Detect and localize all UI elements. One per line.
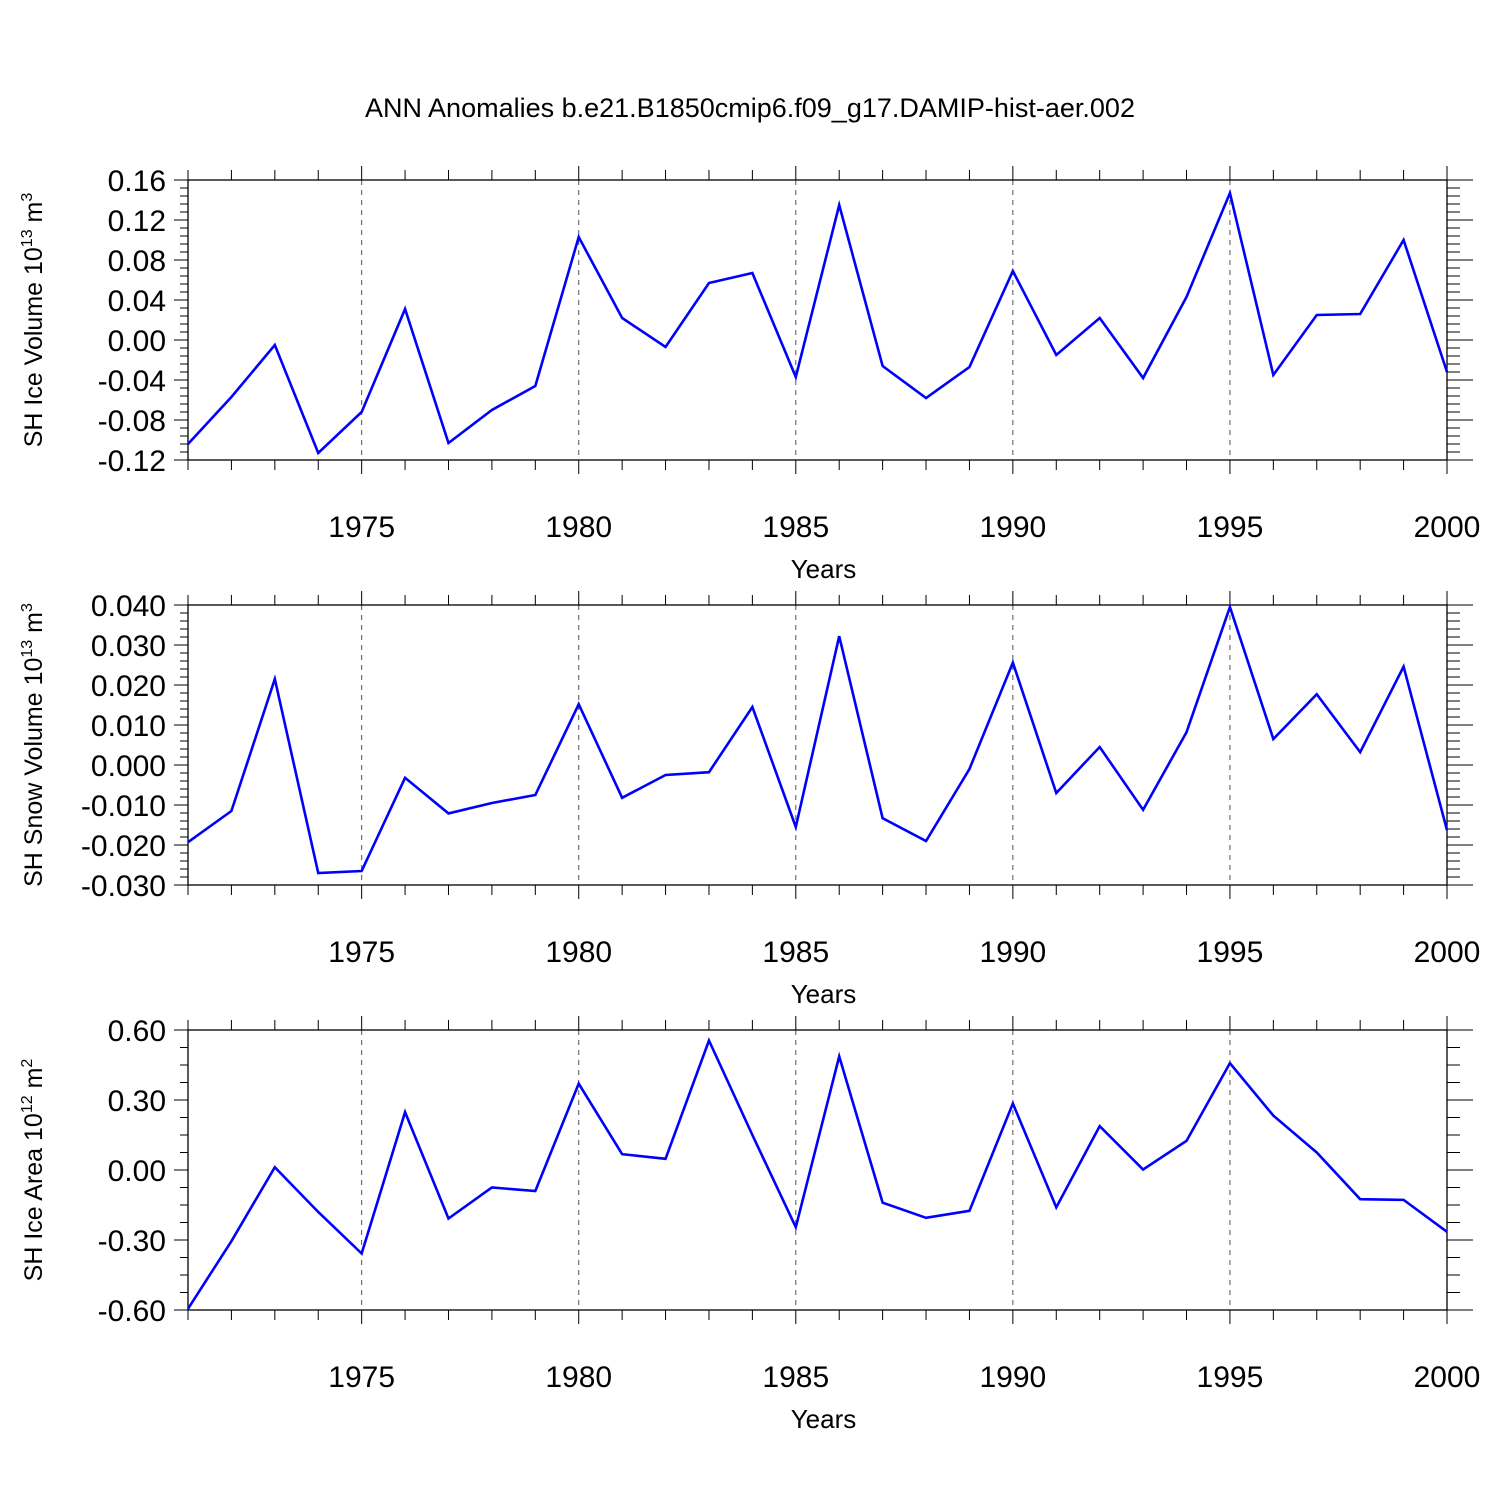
y-axis-label: SH Ice Volume 1013 m3 [19,193,48,448]
y-axis-label-unit: m [20,1068,48,1096]
y-tick-label: 0.04 [108,285,166,318]
x-tick-label: 1985 [762,936,829,969]
y-tick-label: -0.010 [81,790,166,823]
y-tick-label: 0.00 [108,1155,166,1188]
y-tick-label: -0.60 [98,1295,166,1328]
y-axis-label-main: SH Ice Area 10 [20,1113,48,1281]
y-tick-label: -0.30 [98,1225,166,1258]
x-tick-label: 1990 [979,511,1046,544]
y-tick-label: 0.16 [108,165,166,198]
x-tick-label: 2000 [1414,1361,1481,1394]
y-tick-label: -0.030 [81,870,166,903]
x-tick-label: 1990 [979,936,1046,969]
x-axis-label: Years [791,1404,857,1434]
y-axis-label-exponent: 12 [19,1095,36,1113]
y-tick-label: 0.60 [108,1015,166,1048]
series-line [187,602,1449,875]
y-axis-label-exponent: 13 [19,229,36,247]
x-tick-label: 2000 [1414,936,1481,969]
y-tick-label: -0.12 [98,445,166,478]
y-tick-label: 0.00 [108,325,166,358]
y-tick-label: 0.030 [91,630,166,663]
y-axis-label-exponent: 13 [19,640,36,658]
panel-1: 1975 1980 1985 1990 1995 2000 Years -0.12 -0.08 -… [19,165,1480,584]
y-axis-label-main: SH Ice Volume 10 [20,247,48,447]
x-tick-label: 1975 [328,1361,395,1394]
series-line [186,1037,1448,1310]
x-tick-label: 1975 [328,511,395,544]
x-axis-label: Years [791,554,857,584]
y-axis-label: SH Ice Area 1012 m2 [19,1059,48,1282]
panels-group: 1975 1980 1985 1990 1995 2000 Years -0.12 -0.08 -… [19,165,1480,1434]
panel-2: 1975 1980 1985 1990 1995 2000 Years -0.030 -0.02… [19,590,1480,1009]
y-tick-label: 0.010 [91,710,166,743]
x-axis-label: Years [791,979,857,1009]
x-tick-label: 1995 [1197,936,1264,969]
y-axis-label-unit-exponent: 2 [19,1059,36,1068]
y-tick-label: -0.04 [98,365,166,398]
figure-title: ANN Anomalies b.e21.B1850cmip6.f09_g17.D… [365,93,1135,123]
y-tick-label: 0.12 [108,205,166,238]
y-axis-label-unit: m [20,202,48,230]
y-axis-label-unit: m [20,612,48,640]
x-tick-label: 1980 [545,1361,612,1394]
x-tick-label: 1980 [545,511,612,544]
plot-frame [187,604,1448,886]
plot-frame [187,179,1448,461]
y-tick-label: 0.040 [91,590,166,623]
y-tick-label: -0.08 [98,405,166,438]
x-tick-label: 1980 [545,936,612,969]
y-axis-label: SH Snow Volume 1013 m3 [19,603,48,887]
y-axis-label-unit-exponent: 3 [19,603,36,612]
y-tick-label: 0.000 [91,750,166,783]
x-tick-label: 1975 [328,936,395,969]
y-tick-label: 0.08 [108,245,166,278]
y-axis-label-main: SH Snow Volume 10 [20,658,48,887]
x-tick-label: 1990 [979,1361,1046,1394]
y-tick-label: -0.020 [81,830,166,863]
series-line [187,188,1449,456]
x-tick-label: 2000 [1414,511,1481,544]
x-tick-label: 1995 [1197,511,1264,544]
x-tick-label: 1985 [762,1361,829,1394]
panel-3: 1975 1980 1985 1990 1995 2000 Years -0.60 -0.30 0… [19,1015,1480,1434]
y-tick-label: 0.020 [91,670,166,703]
plot-frame [187,1029,1448,1311]
y-axis-label-unit-exponent: 3 [19,193,36,202]
y-tick-label: 0.30 [108,1085,166,1118]
x-tick-label: 1995 [1197,1361,1264,1394]
x-tick-label: 1985 [762,511,829,544]
